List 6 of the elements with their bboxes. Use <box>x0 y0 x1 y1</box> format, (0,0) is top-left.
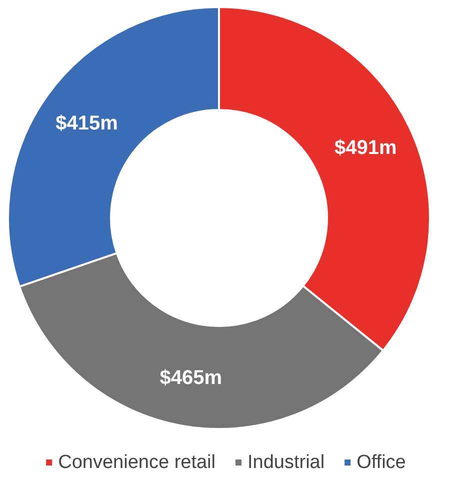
data-label: $465m <box>160 367 222 390</box>
legend-label: Office <box>356 452 406 473</box>
legend-label: Convenience retail <box>58 452 216 473</box>
data-label: $491m <box>334 136 397 159</box>
data-label: $415m <box>56 112 118 135</box>
legend-label: Industrial <box>248 452 325 473</box>
